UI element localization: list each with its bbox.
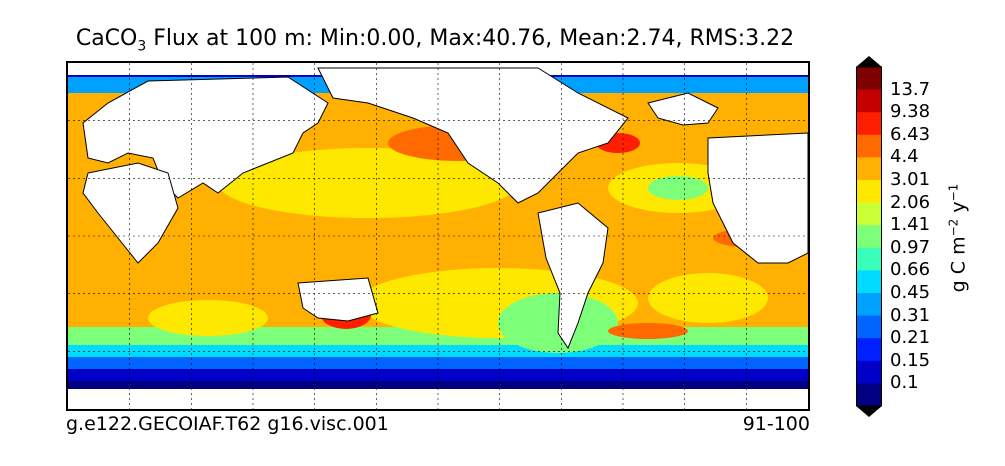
colorbar-tick-label: 2.06: [890, 191, 931, 213]
colorbar-segment: [856, 180, 882, 204]
colorbar-segment: [856, 202, 882, 226]
colorbar-over-arrow: [856, 56, 882, 67]
patagonia-high: [608, 323, 688, 339]
south-atlantic-band: [648, 273, 768, 323]
australia: [297, 277, 379, 322]
colorbar-tick-label: 3.01: [890, 169, 931, 190]
colorbar-segment: [856, 360, 882, 384]
colorbar-tick-label: 0.15: [890, 349, 931, 371]
colorbar-segment: [856, 225, 882, 249]
colorbar-tick-label: 0.21: [890, 327, 931, 349]
colorbar-tick-label: 0.97: [890, 236, 931, 258]
colorbar-tick-label: 0.31: [890, 304, 931, 326]
colorbar-segment: [856, 270, 882, 294]
colorbar-segment: [856, 134, 882, 158]
colorbar-segment: [856, 247, 882, 271]
map-panel: [66, 61, 810, 411]
sargasso-low: [648, 176, 708, 200]
colorbar-segment: [856, 293, 882, 317]
eurasia: [82, 76, 329, 199]
colorbar-tick-label: 1.41: [890, 214, 931, 236]
flux-map: [68, 63, 808, 409]
colorbar-tick-label: 13.7: [890, 78, 931, 100]
colorbar-segment: [856, 67, 882, 91]
colorbar-tick-label: 0.1: [890, 372, 919, 394]
colorbar-under-arrow: [856, 406, 882, 417]
colorbar-segment: [856, 157, 882, 181]
south-america: [537, 202, 609, 350]
colorbar-segment: [856, 383, 882, 407]
plot-title: CaCO3 Flux at 100 m: Min:0.00, Max:40.76…: [75, 26, 795, 55]
colorbar-tick-label: 0.66: [890, 259, 931, 281]
case-name-label: g.e122.GECOIAF.T62 g16.visc.001: [66, 413, 389, 435]
colorbar-segments: [856, 67, 882, 407]
north-america: [317, 67, 629, 204]
colorbar-label: g C m−2 y−1: [946, 183, 970, 293]
indian-ocean-band: [148, 300, 268, 336]
colorbar-tick-label: 9.38: [890, 101, 931, 123]
africa-east: [82, 162, 179, 264]
colorbar-tick-label: 6.43: [890, 123, 931, 145]
greenland: [647, 92, 719, 126]
colorbar-segment: [856, 315, 882, 339]
colorbar-segment: [856, 89, 882, 113]
north-pacific-gyre: [218, 148, 518, 218]
colorbar-frame: [856, 66, 882, 407]
colorbar: [856, 56, 882, 417]
graticule: [68, 63, 808, 409]
years-label: 91-100: [742, 413, 810, 435]
colorbar-tick-label: 0.45: [890, 282, 931, 303]
colorbar-tick-label: 4.4: [890, 146, 919, 168]
colorbar-segment: [856, 112, 882, 136]
colorbar-segment: [856, 338, 882, 362]
africa-west: [707, 132, 808, 264]
